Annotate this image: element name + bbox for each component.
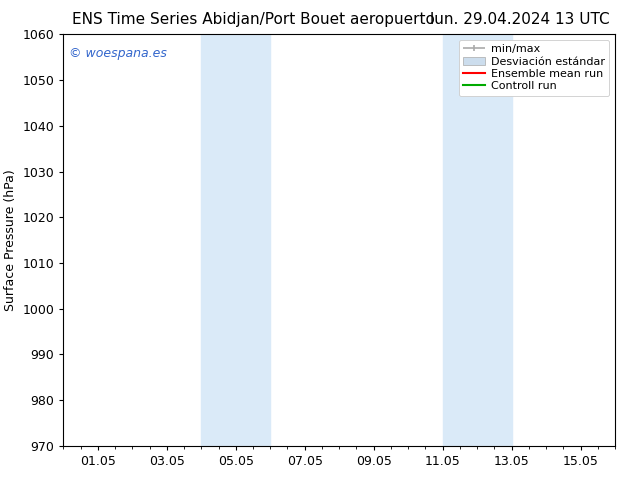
Bar [202, 34, 270, 446]
Text: lun. 29.04.2024 13 UTC: lun. 29.04.2024 13 UTC [430, 12, 610, 27]
Text: ENS Time Series Abidjan/Port Bouet aeropuerto: ENS Time Series Abidjan/Port Bouet aerop… [72, 12, 435, 27]
Y-axis label: Surface Pressure (hPa): Surface Pressure (hPa) [4, 169, 17, 311]
Text: © woespana.es: © woespana.es [69, 47, 167, 60]
Legend: min/max, Desviación estándar, Ensemble mean run, Controll run: min/max, Desviación estándar, Ensemble m… [459, 40, 609, 96]
Bar [443, 34, 512, 446]
